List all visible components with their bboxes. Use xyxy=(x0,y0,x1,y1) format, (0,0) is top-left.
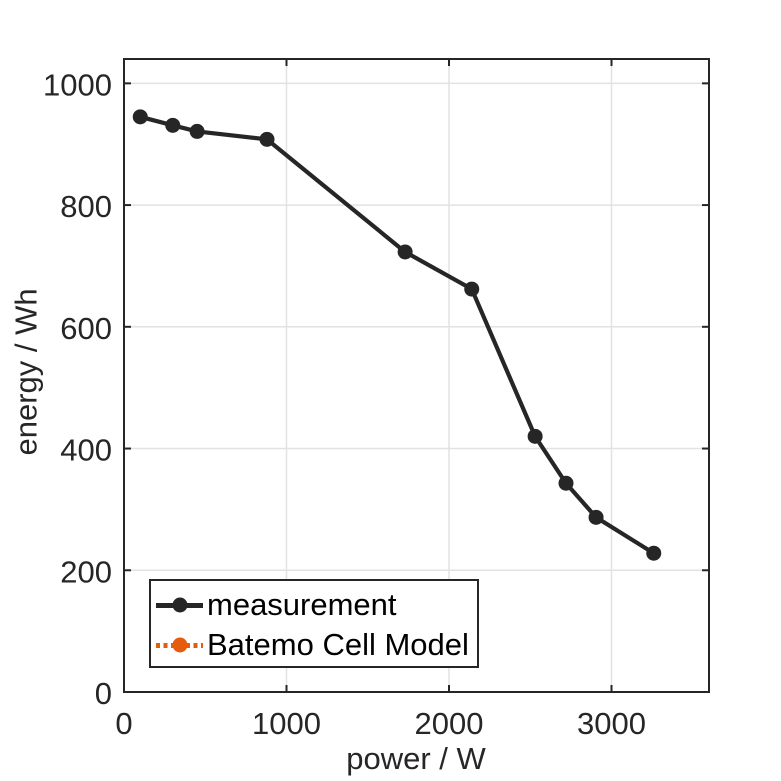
model-line-sample xyxy=(156,637,203,653)
legend-item-measurement: measurement xyxy=(156,589,397,621)
y-tick-label: 0 xyxy=(95,676,112,711)
y-tick-label: 800 xyxy=(60,189,112,224)
model-marker-icon xyxy=(172,637,187,653)
measurement-marker xyxy=(464,281,480,297)
x-tick-label: 1000 xyxy=(252,706,321,741)
legend-label-measurement: measurement xyxy=(207,587,397,622)
y-tick-label: 400 xyxy=(60,433,112,468)
x-tick-label: 3000 xyxy=(577,706,646,741)
y-tick-label: 200 xyxy=(60,554,112,589)
measurement-marker xyxy=(527,428,543,444)
measurement-marker xyxy=(132,109,148,125)
measurement-marker-icon xyxy=(172,597,187,613)
axes-box xyxy=(123,58,710,693)
x-axis-label: power / W xyxy=(346,741,486,776)
y-tick-label: 600 xyxy=(60,311,112,346)
measurement-marker xyxy=(646,545,662,561)
measurement-marker xyxy=(189,123,205,139)
legend-label-batemo-cell-model: Batemo Cell Model xyxy=(207,627,469,662)
measurement-marker xyxy=(558,475,574,491)
x-tick-label: 2000 xyxy=(415,706,484,741)
measurement-marker xyxy=(165,117,181,133)
y-tick-label: 1000 xyxy=(43,67,112,102)
measurement-line-sample xyxy=(156,597,203,613)
measurement-marker xyxy=(397,244,413,260)
y-axis-label: energy / Wh xyxy=(8,288,44,456)
measurement-marker xyxy=(259,131,275,147)
measurement-line xyxy=(139,114,655,556)
x-tick-label: 0 xyxy=(115,706,132,741)
legend-item-batemo-cell-model: Batemo Cell Model xyxy=(156,629,469,661)
measurement-marker xyxy=(588,509,604,525)
legend: measurement Batemo Cell Model xyxy=(149,579,479,668)
